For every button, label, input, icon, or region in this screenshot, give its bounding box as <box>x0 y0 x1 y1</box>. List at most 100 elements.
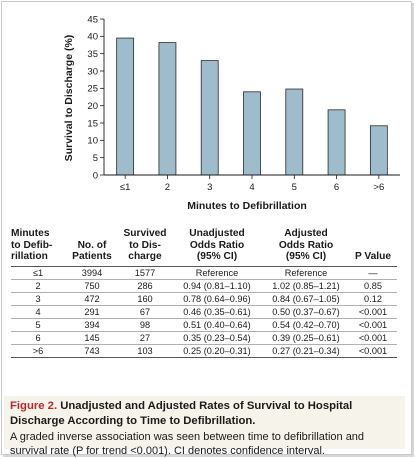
cell-minutes: 5 <box>35 319 41 330</box>
odds-ratio-table: Minutes to Defib-rillation No. of Patients… <box>11 228 397 358</box>
y-tick-label: 40 <box>87 32 98 43</box>
cell-patients: 743 <box>84 345 100 356</box>
bar-4 <box>285 88 304 176</box>
header-unadjusted: Unadjusted Odds Ratio (95% CI) <box>171 228 263 266</box>
header-line: (95% CI) <box>196 251 238 262</box>
header-line: Minutes <box>11 228 50 239</box>
cell-pvalue: 0.12 <box>364 293 382 304</box>
cell-patients: 750 <box>84 280 100 291</box>
header-line: to Defib- <box>11 239 53 251</box>
y-tick-label: 15 <box>87 118 98 129</box>
cell-unadjusted: 0.78 (0.64–0.96) <box>183 293 251 304</box>
cell-minutes: >6 <box>32 345 44 356</box>
header-line: Survived <box>123 228 167 239</box>
cell-unadjusted: 0.25 (0.20–0.31) <box>183 345 251 356</box>
header-line: Odds Ratio <box>278 239 334 251</box>
cell-pvalue: <0.001 <box>358 306 388 317</box>
cell-adjusted: 0.39 (0.25–0.61) <box>272 332 340 343</box>
table-row: 6 145 27 0.35 (0.23–0.54) 0.39 (0.25–0.61) <0… <box>11 331 397 344</box>
cell-adjusted: 0.84 (0.67–1.05) <box>272 293 340 304</box>
header-line: to Dis- <box>129 239 161 251</box>
cell-patients: 394 <box>84 319 100 330</box>
cell-unadjusted: 0.51 (0.40–0.64) <box>183 319 251 330</box>
x-axis: ≤1 2 3 4 5 6 >6 <box>104 174 400 193</box>
caption-title: Unadjusted and Adjusted Rates of Surviva… <box>10 400 353 427</box>
bars-group <box>116 37 388 176</box>
x-tick-label: 5 <box>292 182 297 193</box>
header-line: rillation <box>11 251 48 262</box>
table-row: 3 472 160 0.78 (0.64–0.96) 0.84 (0.67–1.05) 0… <box>11 292 397 305</box>
cell-patients: 291 <box>84 306 100 317</box>
header-line: Unadjusted <box>189 228 245 239</box>
cell-pvalue: <0.001 <box>358 345 388 356</box>
cell-survived: 160 <box>137 293 153 304</box>
table-row: ≤1 3994 1577 Reference Reference — <box>11 266 397 279</box>
cell-minutes: 2 <box>35 280 41 291</box>
caption-text: A graded inverse association was seen be… <box>10 431 365 457</box>
cell-adjusted: 1.02 (0.85–1.21) <box>272 280 340 291</box>
table-row: 4 291 67 0.46 (0.35–0.61) 0.50 (0.37–0.67) <0… <box>11 305 397 318</box>
caption-title-line: Figure 2. Unadjusted and Adjusted Rates … <box>4 396 405 428</box>
cell-pvalue: — <box>368 267 378 278</box>
header-patients: No. of Patients <box>65 228 119 266</box>
x-tick-label: 2 <box>165 182 170 193</box>
cell-minutes: 3 <box>35 293 41 304</box>
cell-minutes: ≤1 <box>32 267 44 278</box>
y-tick-label: 30 <box>87 66 98 77</box>
figure-caption: Figure 2. Unadjusted and Adjusted Rates … <box>4 396 405 457</box>
table-body: ≤1 3994 1577 Reference Reference — 2 750 286 0.94… <box>11 266 397 357</box>
cell-survived: 103 <box>137 345 153 356</box>
cell-pvalue: 0.85 <box>364 280 382 291</box>
header-line: P Value <box>354 251 392 262</box>
y-tick-label: 45 <box>87 14 98 25</box>
x-tick-label: ≤1 <box>120 182 131 193</box>
cell-survived: 98 <box>139 319 151 330</box>
y-axis-label: Survival to Discharge (%) <box>63 35 75 162</box>
cell-adjusted: 0.27 (0.21–0.34) <box>272 345 340 356</box>
cell-survived: 67 <box>139 306 151 317</box>
cell-adjusted: 0.54 (0.42–0.70) <box>272 319 340 330</box>
header-line: (95% CI) <box>285 251 327 262</box>
table-row: 5 394 98 0.51 (0.40–0.64) 0.54 (0.42–0.70) <0… <box>11 318 397 331</box>
cell-minutes: 4 <box>35 306 41 317</box>
x-tick-label: 3 <box>207 182 212 193</box>
bar-6 <box>369 125 388 176</box>
cell-patients: 3994 <box>81 267 103 278</box>
cell-patients: 145 <box>84 332 100 343</box>
x-tick-label: 6 <box>334 182 339 193</box>
header-adjusted: Adjusted Odds Ratio (95% CI) <box>263 228 349 266</box>
cell-survived: 1577 <box>134 267 156 278</box>
cell-adjusted: 0.50 (0.37–0.67) <box>272 306 340 317</box>
header-line: No. of <box>77 239 107 251</box>
y-tick-label: 35 <box>87 49 98 60</box>
cell-minutes: 6 <box>35 332 41 343</box>
x-tick-label: 4 <box>249 182 254 193</box>
y-tick-label: 25 <box>87 84 98 95</box>
cell-patients: 472 <box>84 293 100 304</box>
bar-0 <box>116 37 135 176</box>
y-tick-label: 0 <box>93 170 98 181</box>
header-pvalue: P Value <box>349 228 397 266</box>
header-line: Patients <box>72 251 112 262</box>
cell-unadjusted: Reference <box>195 267 239 278</box>
x-tick-label: >6 <box>373 182 384 193</box>
cell-pvalue: <0.001 <box>358 332 388 343</box>
cell-unadjusted: 0.46 (0.35–0.61) <box>183 306 251 317</box>
table-row: >6 743 103 0.25 (0.20–0.31) 0.27 (0.21–0.34)… <box>11 344 397 357</box>
cell-unadjusted: 0.35 (0.23–0.54) <box>183 332 251 343</box>
bar-2 <box>200 60 219 176</box>
bar-3 <box>243 91 261 176</box>
header-survived: Survived to Dis-charge <box>119 228 171 266</box>
y-axis: 0 5 10 15 20 25 30 35 40 45 <box>87 14 105 181</box>
bar-1 <box>158 42 177 176</box>
x-axis-label: Minutes to Defibrillation <box>187 200 307 212</box>
y-tick-label: 10 <box>87 136 98 147</box>
header-line: Adjusted <box>284 228 328 239</box>
cell-survived: 27 <box>139 332 151 343</box>
cell-pvalue: <0.001 <box>358 319 388 330</box>
figure-label: Figure 2. <box>10 400 58 412</box>
header-minutes: Minutes to Defib-rillation <box>11 228 65 266</box>
header-line: charge <box>128 251 162 262</box>
cell-unadjusted: 0.94 (0.81–1.10) <box>183 280 251 291</box>
